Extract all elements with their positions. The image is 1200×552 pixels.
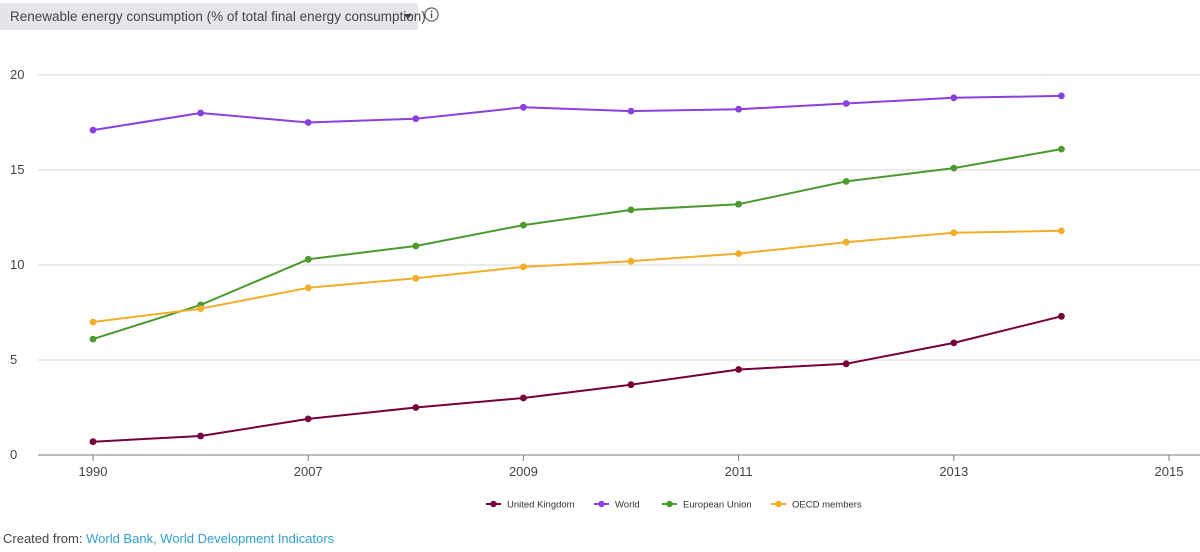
data-point[interactable]	[627, 206, 635, 214]
data-point[interactable]	[412, 115, 420, 123]
data-point[interactable]	[842, 100, 850, 107]
data-point[interactable]	[520, 221, 527, 229]
series-line	[92, 148, 1062, 341]
legend-label: World	[615, 500, 640, 511]
legend-item[interactable]: United Kingdom	[486, 500, 575, 511]
legend-item[interactable]: World	[594, 500, 640, 511]
data-point[interactable]	[842, 238, 850, 246]
y-tick-label: 20	[10, 67, 24, 82]
legend-item[interactable]: European Union	[662, 500, 752, 511]
data-point[interactable]	[735, 250, 742, 257]
data-point[interactable]	[197, 305, 205, 313]
data-point[interactable]	[627, 107, 635, 115]
legend: United Kingdom World European Union OECD me…	[486, 500, 862, 511]
data-point[interactable]	[520, 394, 527, 402]
legend-swatch-marker	[666, 500, 673, 508]
data-point[interactable]	[735, 105, 742, 113]
info-circle-icon[interactable]	[424, 7, 439, 22]
y-tick-label: 5	[10, 352, 17, 367]
data-point[interactable]	[89, 318, 97, 326]
data-point[interactable]	[304, 415, 312, 423]
data-point[interactable]	[304, 284, 312, 292]
data-point[interactable]	[89, 126, 97, 134]
x-tick-label: 2007	[294, 464, 323, 479]
data-point[interactable]	[304, 255, 312, 263]
legend-swatch-marker	[490, 500, 497, 508]
data-point[interactable]	[950, 164, 958, 172]
axis-layer: 0 5 10 15 20 1990 2007 2009 2011 2013 2015	[10, 67, 1183, 479]
series-world	[89, 92, 1065, 134]
series-line	[92, 229, 1062, 323]
data-point[interactable]	[412, 404, 420, 411]
x-tick-label: 2013	[939, 464, 968, 479]
legend-swatch-marker	[598, 500, 605, 508]
legend-label: United Kingdom	[507, 500, 575, 511]
source-link[interactable]: World Bank, World Development Indicators	[86, 531, 335, 546]
data-point[interactable]	[950, 94, 958, 102]
indicator-select-label: Renewable energy consumption (% of total…	[10, 9, 426, 24]
data-point[interactable]	[304, 119, 312, 126]
data-point[interactable]	[735, 200, 742, 208]
y-tick-label: 0	[10, 447, 17, 462]
data-point[interactable]	[950, 229, 958, 237]
indicator-select[interactable]: Renewable energy consumption (% of total…	[0, 3, 426, 30]
x-tick-label: 2015	[1155, 464, 1184, 479]
data-point[interactable]	[197, 432, 205, 440]
caret-down-icon	[404, 14, 412, 19]
data-point[interactable]	[842, 360, 850, 368]
legend-item[interactable]: OECD members	[771, 500, 862, 511]
series-oecd-members	[89, 227, 1065, 326]
x-tick-label: 2011	[725, 464, 753, 479]
data-point[interactable]	[627, 257, 635, 265]
data-point[interactable]	[197, 109, 205, 117]
data-point[interactable]	[89, 438, 97, 446]
data-point[interactable]	[412, 242, 420, 250]
x-tick-label: 2009	[509, 464, 538, 479]
y-tick-label: 15	[10, 162, 24, 177]
legend-label: European Union	[683, 500, 752, 511]
data-point[interactable]	[1058, 227, 1065, 235]
source-prefix: Created from:	[3, 531, 83, 546]
data-point[interactable]	[520, 103, 527, 111]
data-point[interactable]	[1058, 145, 1065, 153]
x-tick-label: 1990	[79, 464, 108, 479]
grid-layer	[38, 74, 1200, 456]
data-point[interactable]	[842, 178, 850, 185]
data-point[interactable]	[1058, 92, 1065, 100]
data-point[interactable]	[89, 335, 97, 343]
series-line	[92, 94, 1062, 132]
series-line	[92, 315, 1062, 443]
series-layer	[89, 92, 1065, 446]
data-point[interactable]	[735, 366, 742, 373]
data-point[interactable]	[1058, 312, 1065, 320]
data-point[interactable]	[627, 381, 635, 389]
series-european-union	[89, 145, 1065, 343]
series-united-kingdom	[89, 312, 1065, 446]
legend-swatch-marker	[775, 500, 782, 508]
data-point[interactable]	[950, 339, 958, 347]
data-point[interactable]	[520, 263, 527, 271]
data-point[interactable]	[412, 274, 420, 282]
source-footer: Created from: World Bank, World Developm…	[3, 531, 334, 546]
legend-label: OECD members	[792, 500, 862, 511]
y-tick-label: 10	[10, 257, 24, 272]
